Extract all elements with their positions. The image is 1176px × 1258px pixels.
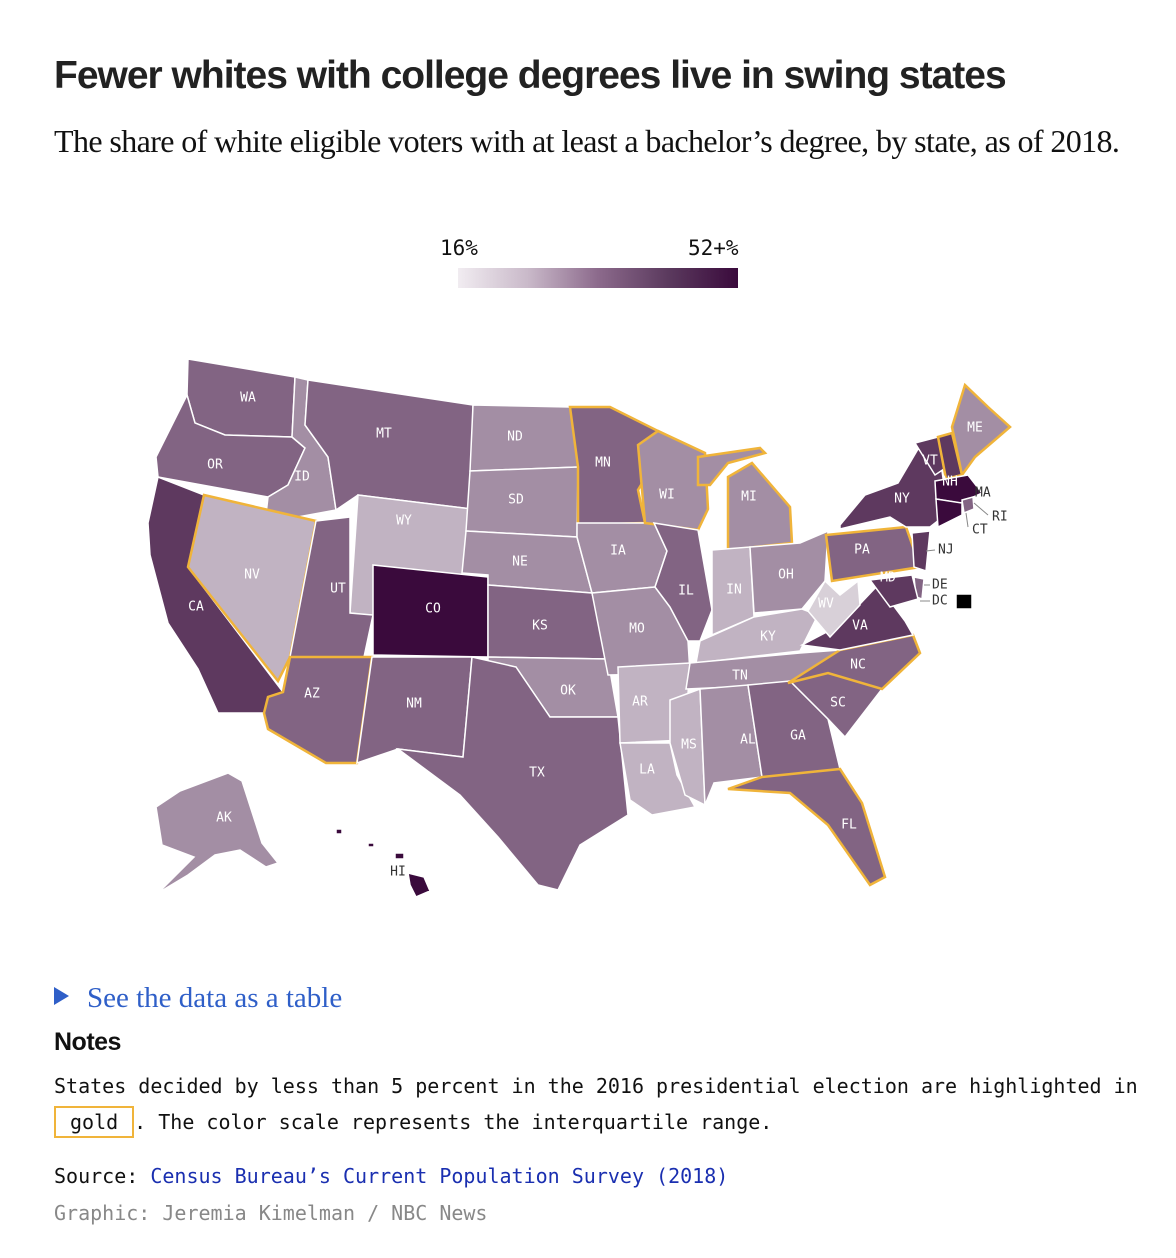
state-wi[interactable] (636, 429, 710, 532)
notes-text-after: . The color scale represents the interqu… (134, 1110, 773, 1134)
state-ga[interactable] (747, 680, 841, 778)
state-label-nv: NV (244, 568, 260, 583)
state-label-fl: FL (841, 818, 857, 833)
state-label-mi: MI (741, 490, 757, 505)
state-label-mt: MT (376, 427, 392, 442)
state-label-ny: NY (894, 492, 910, 507)
source-link[interactable]: Census Bureau’s Current Population Surve… (150, 1164, 729, 1188)
state-label-vt: VT (922, 454, 938, 469)
state-il[interactable] (652, 522, 713, 642)
color-legend: 16% 52+% (430, 232, 770, 292)
state-ms[interactable] (669, 687, 706, 807)
state-nv[interactable] (186, 493, 318, 684)
state-ri[interactable] (961, 496, 975, 515)
state-label-mn: MN (595, 456, 611, 471)
state-label-ri: RI (992, 510, 1008, 525)
state-label-sc: SC (830, 696, 846, 711)
state-label-ca: CA (188, 600, 204, 615)
state-label-ok: OK (560, 684, 576, 699)
state-fl[interactable] (727, 767, 887, 887)
state-label-ut: UT (330, 582, 346, 597)
label-leader-line (965, 512, 969, 528)
state-label-ar: AR (632, 695, 648, 710)
state-label-ks: KS (532, 619, 548, 634)
state-me[interactable] (950, 382, 1012, 479)
state-label-sd: SD (508, 493, 524, 508)
state-label-id: ID (294, 470, 310, 485)
state-label-la: LA (639, 763, 655, 778)
state-label-tn: TN (732, 669, 748, 684)
state-label-nh: NH (942, 475, 958, 490)
state-md[interactable] (868, 574, 919, 608)
legend-gradient-bar (458, 268, 738, 288)
chart-title: Fewer whites with college degrees live i… (54, 54, 1007, 97)
state-label-ia: IA (610, 544, 626, 559)
state-label-wi: WI (659, 488, 675, 503)
state-hi[interactable] (335, 828, 431, 898)
state-label-pa: PA (854, 543, 870, 558)
state-label-hi: HI (390, 865, 406, 880)
state-wv[interactable] (807, 579, 861, 639)
state-nj[interactable] (911, 530, 931, 573)
label-leader-line (973, 502, 989, 516)
state-label-az: AZ (304, 687, 320, 702)
state-tx[interactable] (395, 656, 629, 891)
state-label-dc: DC (932, 594, 948, 609)
source-prefix: Source: (54, 1164, 151, 1188)
state-label-de: DE (932, 578, 948, 593)
triangle-right-icon (54, 987, 69, 1005)
state-label-co: CO (425, 602, 441, 617)
notes-text-before: States decided by less than 5 percent in… (54, 1074, 1138, 1098)
state-nd[interactable] (469, 404, 579, 472)
state-label-nd: ND (507, 430, 523, 445)
us-choropleth-map: WA OR CA ID NV MT WY UT AZ CO NM ND SD NE KS OK TX MN IA MO… (147, 358, 1012, 898)
state-label-wa: WA (240, 391, 256, 406)
see-data-table-label: See the data as a table (87, 982, 343, 1014)
state-label-ak: AK (216, 811, 232, 826)
state-label-wy: WY (396, 514, 412, 529)
state-label-mo: MO (629, 622, 645, 637)
state-label-ms: MS (681, 738, 697, 753)
state-label-nc: NC (850, 658, 866, 673)
state-ak[interactable] (155, 772, 280, 894)
state-al[interactable] (699, 684, 763, 806)
state-label-me: ME (967, 421, 983, 436)
state-dc[interactable] (955, 593, 973, 610)
gold-highlight-sample: gold (54, 1106, 135, 1138)
state-label-ma: MA (975, 486, 991, 501)
state-label-md: MD (880, 571, 896, 586)
see-data-table-toggle[interactable]: See the data as a table (54, 982, 342, 1015)
notes-heading: Notes (54, 1028, 121, 1056)
state-ks[interactable] (487, 584, 609, 660)
state-label-or: OR (207, 458, 223, 473)
state-mi[interactable] (696, 446, 794, 552)
state-ct[interactable] (935, 498, 963, 529)
graphic-credit: Graphic: Jeremia Kimelman / NBC News (54, 1201, 488, 1225)
state-label-nm: NM (406, 697, 422, 712)
label-leader-line (925, 549, 936, 552)
state-label-ga: GA (790, 729, 806, 744)
state-mn[interactable] (568, 405, 672, 527)
source-line: Source: Census Bureau’s Current Populati… (54, 1164, 728, 1188)
state-pa[interactable] (824, 525, 922, 583)
state-label-tx: TX (529, 766, 545, 781)
state-label-ne: NE (512, 555, 528, 570)
state-label-in: IN (726, 583, 742, 598)
state-label-ct: CT (972, 523, 988, 538)
state-label-ky: KY (760, 630, 776, 645)
legend-min-label: 16% (440, 236, 478, 260)
state-label-al: AL (740, 733, 756, 748)
notes-text: States decided by less than 5 percent in… (54, 1068, 1154, 1140)
state-label-oh: OH (778, 568, 794, 583)
state-label-nj: NJ (938, 543, 954, 558)
state-label-wv: WV (818, 597, 834, 612)
chart-subtitle: The share of white eligible voters with … (54, 123, 1120, 159)
legend-max-label: 52+% (688, 236, 739, 260)
state-label-va: VA (852, 619, 868, 634)
state-label-il: IL (678, 584, 694, 599)
